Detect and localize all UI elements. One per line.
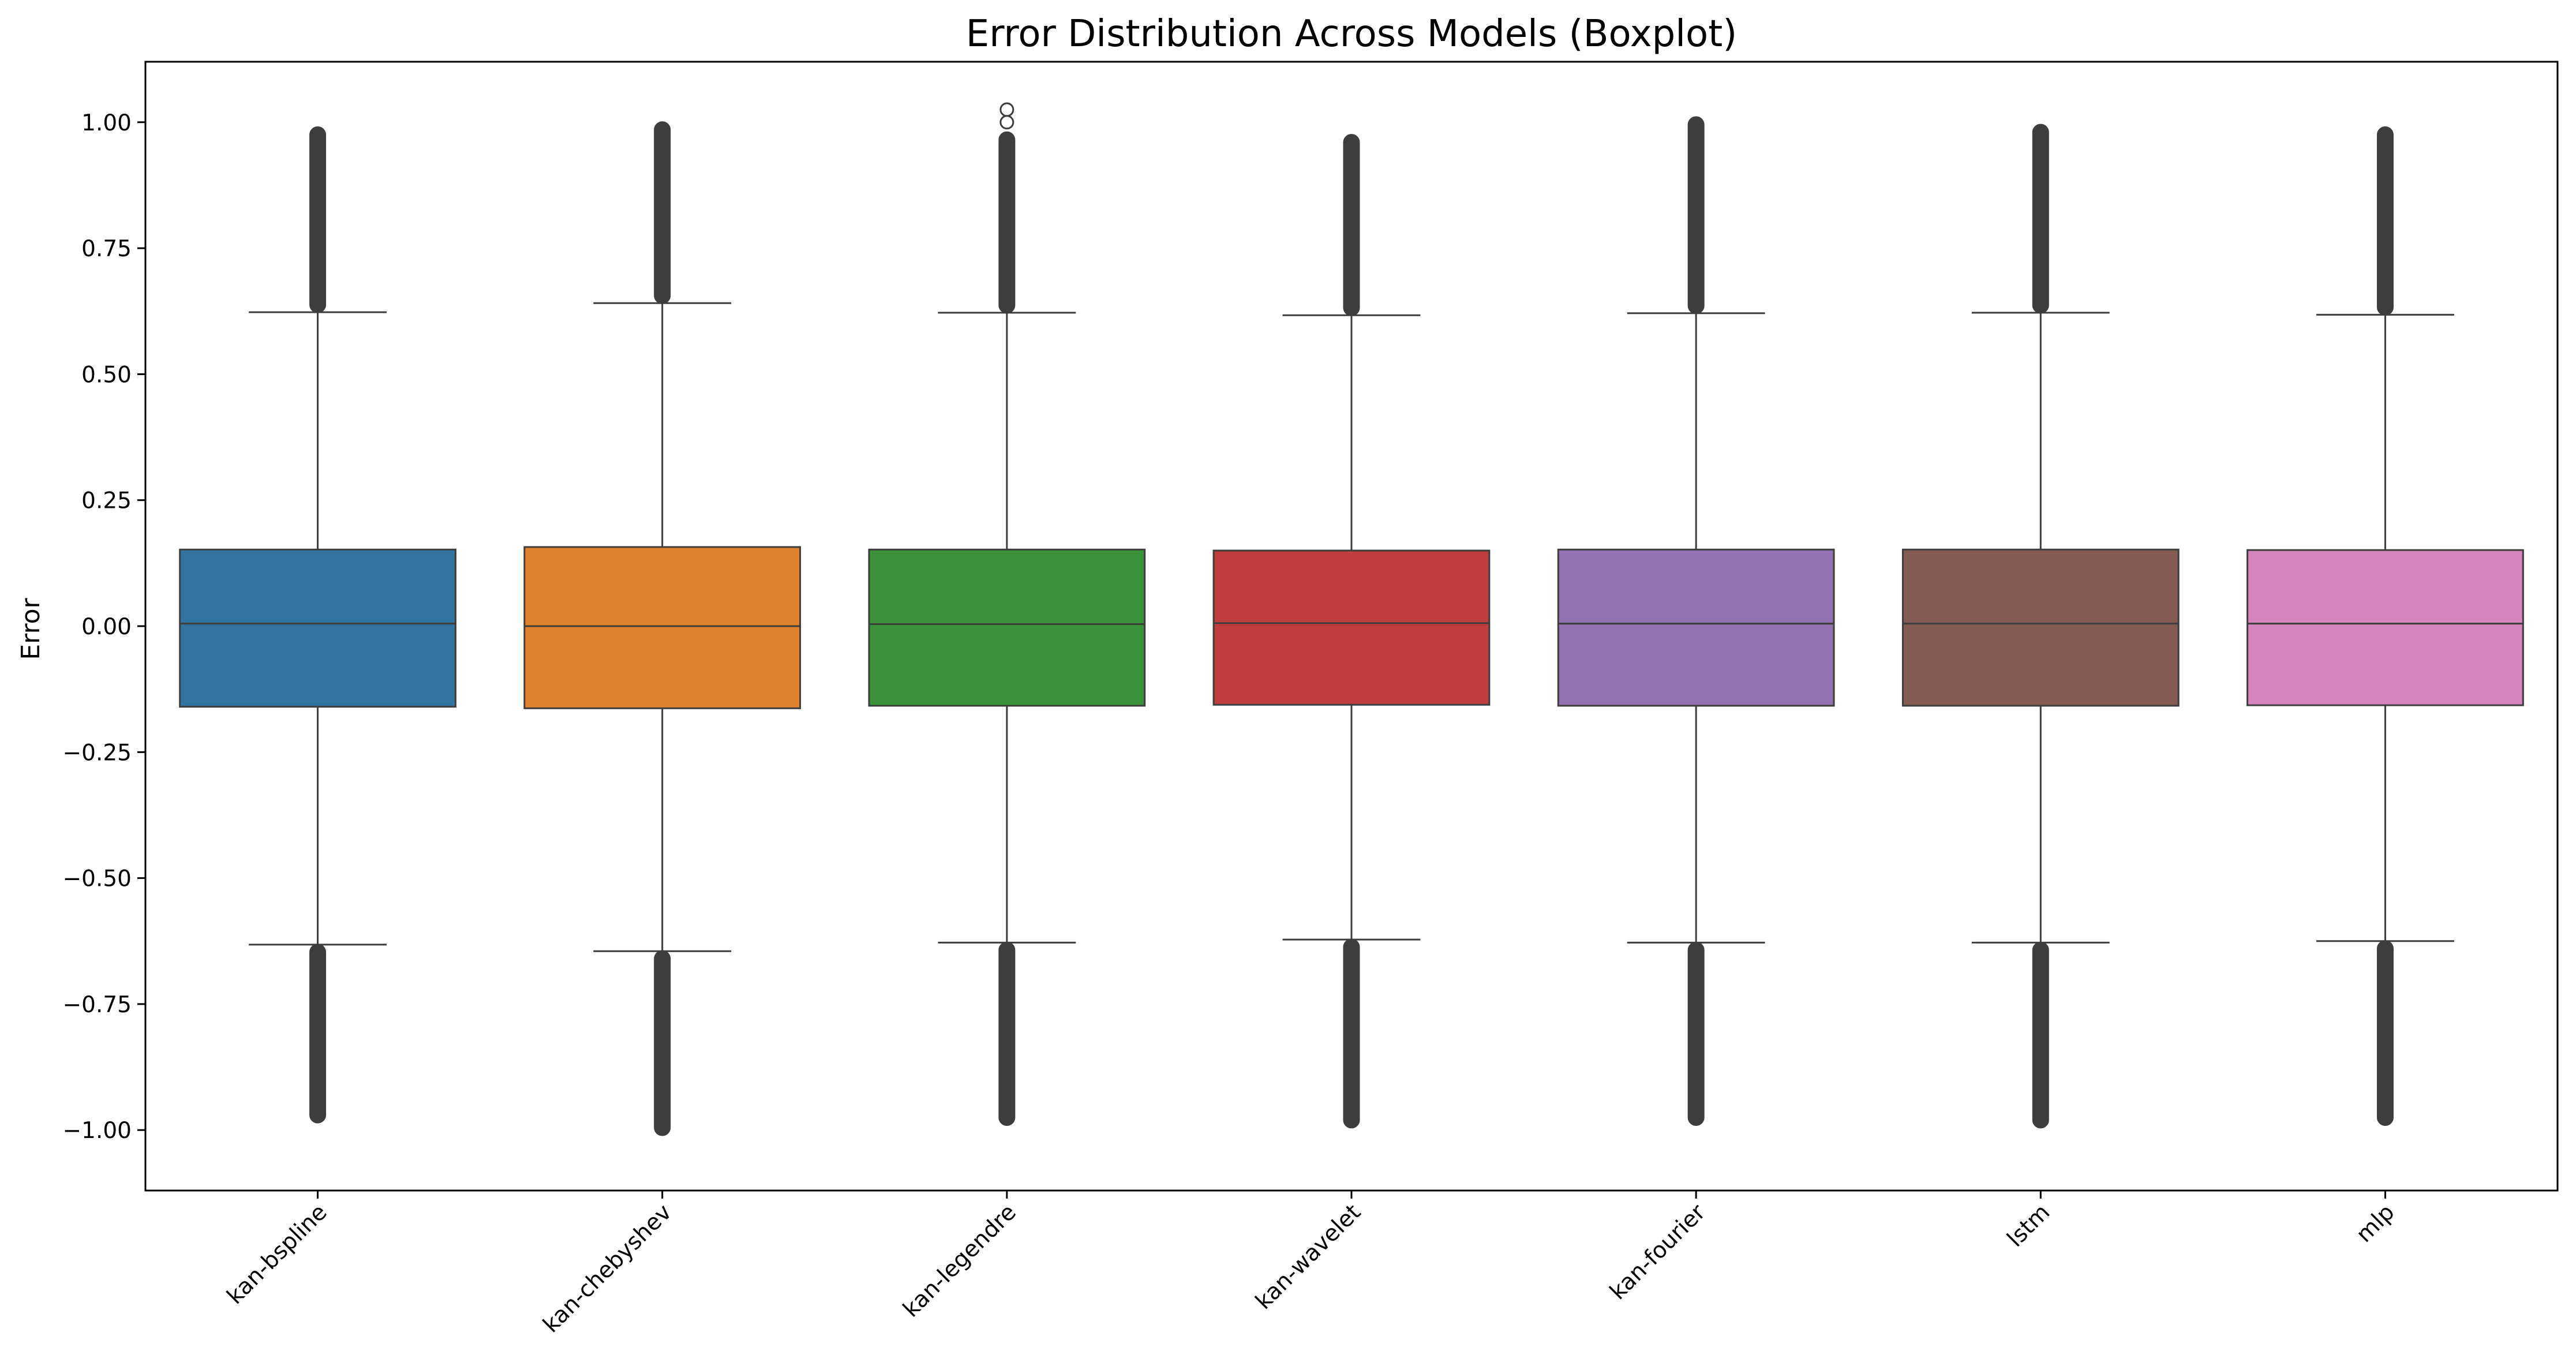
box: [523, 546, 802, 709]
y-tick-label: −0.25: [62, 740, 132, 766]
x-tick-label: kan-bspline: [222, 1199, 332, 1309]
y-tick-label: 0.25: [81, 488, 132, 514]
outliers-upper: [2032, 123, 2049, 314]
outlier-point: [999, 102, 1014, 117]
box: [1901, 548, 2180, 707]
box-group-kan-chebyshev: kan-chebyshev: [523, 121, 802, 1338]
outliers-upper: [309, 126, 327, 313]
plot-frame: [144, 61, 2559, 1192]
chart-title: Error Distribution Across Models (Boxplo…: [966, 13, 1737, 55]
box: [179, 548, 456, 708]
outliers-lower: [998, 941, 1016, 1126]
y-tick-label: −0.50: [62, 866, 132, 892]
x-tick-label: lstm: [2002, 1199, 2055, 1252]
x-tick-label: kan-fourier: [1605, 1199, 1711, 1305]
box-group-kan-legendre: kan-legendre: [868, 102, 1146, 1323]
box-group-lstm: lstm: [1901, 123, 2180, 1252]
outliers-lower: [309, 944, 327, 1124]
box: [2246, 549, 2524, 706]
x-tick-label: kan-chebyshev: [538, 1199, 677, 1338]
box-group-kan-wavelet: kan-wavelet: [1212, 134, 1491, 1315]
y-tick-label: 0.50: [81, 362, 132, 388]
y-tick-label: 0.00: [81, 614, 132, 640]
outliers-lower: [1343, 938, 1360, 1129]
outliers-upper: [654, 121, 671, 304]
outliers-upper: [998, 131, 1016, 314]
outlier-point: [999, 115, 1014, 130]
y-tick-label: 0.75: [81, 236, 132, 262]
outliers-upper: [1687, 116, 1705, 315]
outliers-upper: [1343, 134, 1360, 316]
box: [1212, 549, 1491, 706]
y-axis-label: Error: [16, 597, 46, 660]
box-group-kan-fourier: kan-fourier: [1557, 116, 1835, 1305]
outliers-lower: [2376, 940, 2394, 1126]
y-tick-label: −0.75: [62, 992, 132, 1018]
y-tick-label: 1.00: [81, 110, 132, 136]
x-tick-label: kan-wavelet: [1250, 1199, 1366, 1315]
box-group-kan-bspline: kan-bspline: [179, 126, 456, 1309]
outliers-lower: [2032, 941, 2049, 1129]
outliers-lower: [654, 950, 671, 1136]
y-tick-label: −1.00: [62, 1118, 132, 1144]
box: [1557, 548, 1835, 707]
outliers-lower: [1687, 941, 1705, 1126]
box: [868, 548, 1146, 707]
plot-area: 1.00 0.75 0.50 0.25 0.00 −0.25 −0.50 −0.75 −1.00…: [62, 102, 2524, 1338]
x-tick-label: kan-legendre: [898, 1199, 1021, 1322]
x-tick-label: mlp: [2352, 1199, 2400, 1248]
box-group-mlp: mlp: [2246, 126, 2524, 1248]
outliers-upper: [2376, 126, 2394, 316]
